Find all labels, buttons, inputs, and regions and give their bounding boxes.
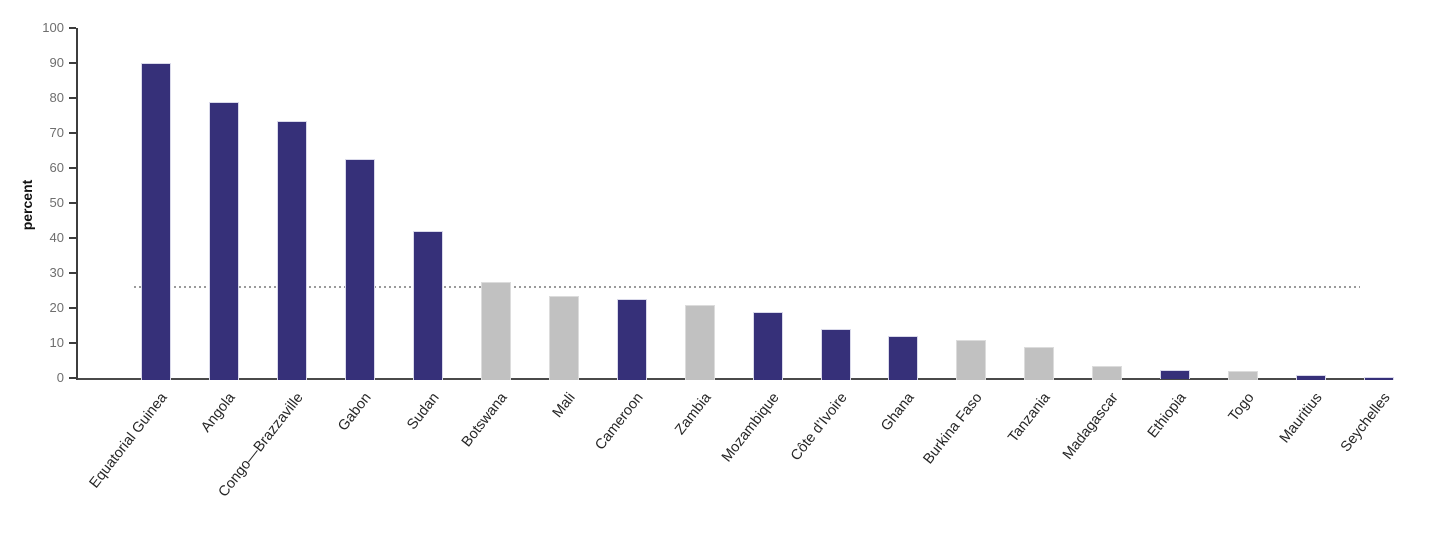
x-category-label: Tanzania [1005,390,1054,446]
bar-madagascar [1092,365,1123,380]
bar-mozambique [752,311,783,380]
bar-botswana [480,281,511,380]
y-tick [69,237,76,239]
x-category-label: Equatorial Guinea [86,390,171,492]
x-category-label: Angola [198,390,239,436]
y-tick [69,27,76,29]
y-tick [69,272,76,274]
bar-sudan [412,231,443,380]
y-tick-label: 0 [56,370,64,385]
bar-zambia [684,304,715,380]
y-tick-label: 10 [49,335,64,350]
x-category-label: Burkina Faso [920,390,986,468]
y-tick-label: 40 [49,230,64,245]
y-tick [69,342,76,344]
x-category-label: Mozambique [718,390,783,466]
x-category-label: Togo [1225,390,1258,425]
y-tick [69,307,76,309]
x-category-label: Côte d’Ivoire [787,390,851,464]
bar-togo [1228,371,1259,380]
y-tick-label: 30 [49,265,64,280]
bar-gabon [344,159,375,380]
x-category-label: Botswana [458,390,511,451]
bar-tanzania [1024,346,1055,380]
x-category-label: Mali [549,390,579,421]
bar-mauritius [1296,374,1327,380]
y-tick [69,62,76,64]
x-category-label: Congo—Brazzaville [215,390,307,501]
reference-line [134,286,1360,288]
bar-seychelles [1364,376,1395,380]
y-tick-label: 70 [49,125,64,140]
x-category-label: Ghana [878,390,919,435]
x-axis-line [76,377,1394,380]
x-category-label: Ethiopia [1144,390,1190,442]
y-tick [69,97,76,99]
x-category-label: Seychelles [1337,390,1394,456]
y-tick-label: 100 [42,20,64,35]
y-tick [69,167,76,169]
bar-c-te-d-ivoire [820,329,851,380]
y-tick-label: 50 [49,195,64,210]
x-category-label: Mauritius [1276,390,1326,447]
y-tick [69,132,76,134]
bar-mali [548,295,579,380]
y-tick [69,202,76,204]
x-category-label: Cameroon [591,390,647,454]
y-tick-label: 90 [49,55,64,70]
x-category-label: Sudan [403,390,443,433]
y-tick [69,377,76,379]
bar-ghana [888,336,919,380]
x-category-label: Zambia [671,390,715,438]
bar-angola [208,101,239,380]
x-category-label: Gabon [335,390,375,435]
bar-burkina-faso [956,339,987,380]
y-tick-label: 60 [49,160,64,175]
bar-cameroon [616,299,647,380]
bar-ethiopia [1160,370,1191,380]
y-axis-line [76,28,78,380]
bar-congo-brazzaville [276,120,307,380]
y-tick-label: 80 [49,90,64,105]
y-tick-label: 20 [49,300,64,315]
bar-equatorial-guinea [141,63,171,380]
x-category-label: Madagascar [1060,390,1122,463]
